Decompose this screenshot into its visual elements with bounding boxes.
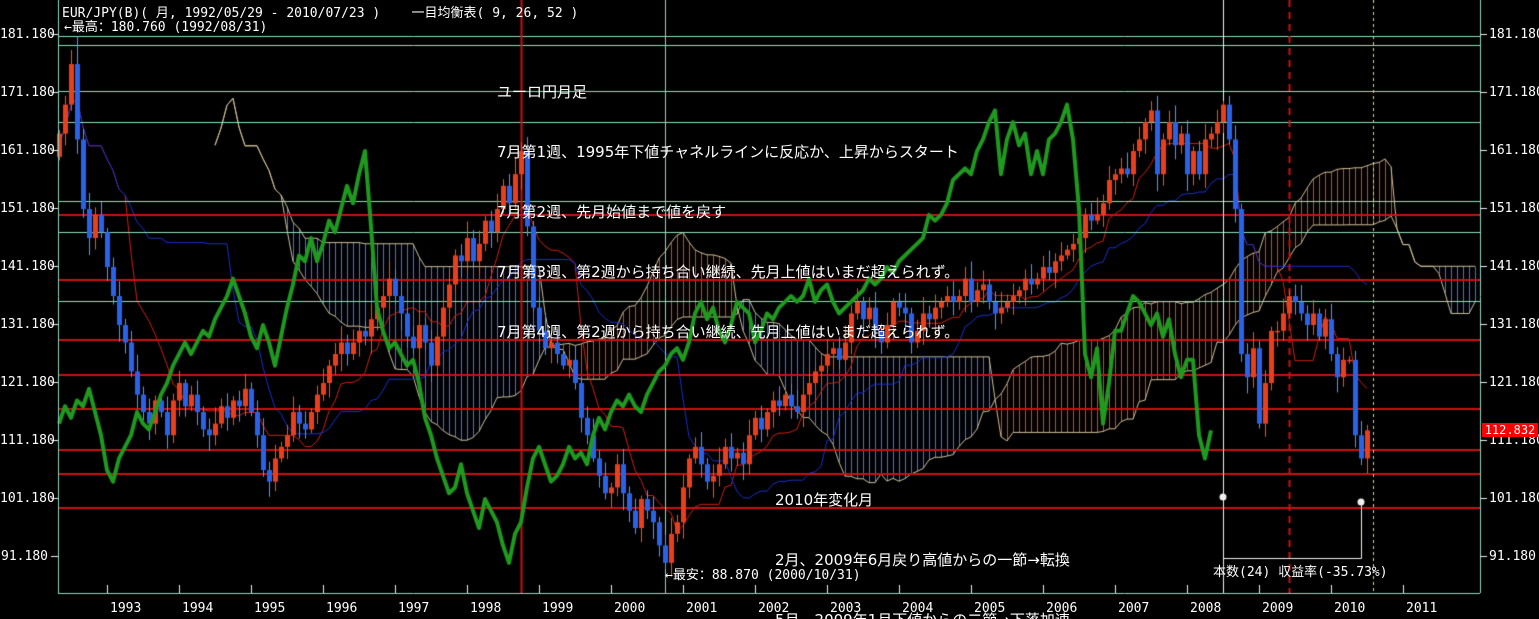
annotation-line: 7月第2週、先月始値まで値を戻す: [497, 203, 727, 221]
y-axis-label-right: 101.180: [1489, 491, 1539, 506]
x-axis-label: 2004: [902, 601, 934, 616]
chart-title: EUR/JPY(B)( 月, 1992/05/29 - 2010/07/23 )…: [62, 6, 579, 21]
annotation-line: ユーロ円月足: [497, 83, 588, 101]
y-axis-label-right: 161.180: [1489, 143, 1539, 158]
y-axis-label-right: 151.180: [1489, 201, 1539, 216]
x-axis-label: 2010: [1334, 601, 1366, 616]
annotation-line: 2010年変化月: [775, 491, 874, 509]
annotation-line: 2月、2009年6月戻り高値からの一節→転換: [775, 551, 1070, 569]
annotation-lower: 2010年変化月 2月、2009年6月戻り高値からの一節→転換 5月、2009年…: [775, 450, 1128, 619]
y-axis-label-right: 181.180: [1489, 27, 1539, 42]
annotation-line: 7月第1週、1995年下値チャネルラインに反応か、上昇からスタート: [497, 143, 959, 161]
x-axis-label: 1997: [398, 601, 430, 616]
y-axis-label-right: 91.180: [1489, 549, 1536, 564]
y-axis-label-left: 161.180: [0, 143, 55, 158]
y-axis-label-left: 91.180: [1, 549, 48, 564]
y-axis-label-left: 171.180: [0, 85, 55, 100]
y-axis-label-right: 171.180: [1489, 85, 1539, 100]
x-axis-label: 2007: [1118, 601, 1150, 616]
y-axis-label-left: 141.180: [0, 259, 55, 274]
x-axis-label: 1994: [182, 601, 214, 616]
x-axis-label: 2000: [614, 601, 646, 616]
annotation-line: 7月第3週、第2週から持ち合い継続、先月上値はいまだ超えられず。: [497, 263, 960, 281]
x-axis-label: 2011: [1406, 601, 1438, 616]
current-price-tag: 112.832: [1482, 423, 1538, 438]
annotation-line: 7月第4週、第2週から持ち合い継続、先月上値はいまだ超えられず。: [497, 323, 960, 341]
x-axis-label: 1995: [254, 601, 286, 616]
bar-count-stats-label: 本数(24) 収益率(-35.73%): [1213, 565, 1388, 580]
y-axis-label-right: 131.180: [1489, 317, 1539, 332]
x-axis-label: 2001: [686, 601, 718, 616]
y-axis-label-left: 131.180: [0, 317, 55, 332]
y-axis-label-left: 151.180: [0, 201, 55, 216]
x-axis-label: 2005: [974, 601, 1006, 616]
y-axis-label-left: 181.180: [0, 27, 55, 42]
x-axis-label: 2003: [830, 601, 862, 616]
record-low-label: ←最安：88.870 (2000/10/31): [665, 568, 861, 583]
x-axis-label: 1996: [326, 601, 358, 616]
y-axis-label-right: 121.180: [1489, 375, 1539, 390]
x-axis-label: 1993: [110, 601, 142, 616]
x-axis-label: 1999: [542, 601, 574, 616]
annotation-upper: ユーロ円月足 7月第1週、1995年下値チャネルラインに反応か、上昇からスタート…: [497, 42, 959, 382]
y-axis-label-left: 121.180: [0, 375, 55, 390]
y-axis-label-left: 101.180: [0, 491, 55, 506]
annotation-line: 5月、2009年1月下値からの二節→下落加速: [775, 610, 1128, 619]
x-axis-label: 2008: [1190, 601, 1222, 616]
x-axis-label: 1998: [470, 601, 502, 616]
x-axis-label: 2006: [1046, 601, 1078, 616]
x-axis-label: 2009: [1262, 601, 1294, 616]
x-axis-label: 2002: [758, 601, 790, 616]
y-axis-label-right: 141.180: [1489, 259, 1539, 274]
y-axis-label-left: 111.180: [0, 433, 55, 448]
record-high-label: ←最高：180.760 (1992/08/31): [64, 20, 268, 35]
